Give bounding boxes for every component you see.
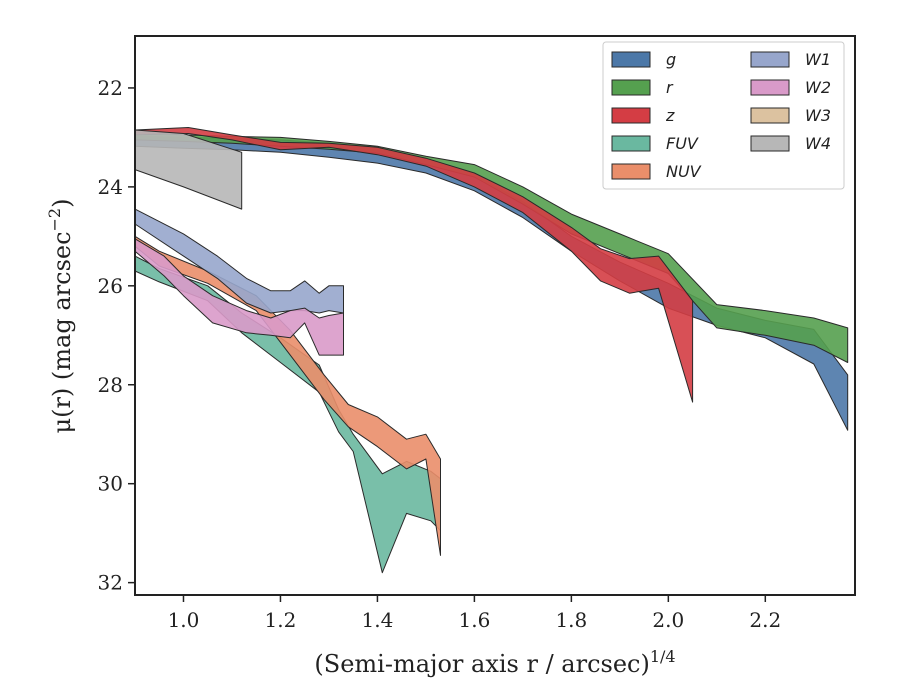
legend-label-fuv: FUV xyxy=(666,134,699,153)
legend-label-r: r xyxy=(666,78,674,97)
x-tick-label: 2.2 xyxy=(749,608,781,632)
x-tick-label: 2.0 xyxy=(652,608,684,632)
y-axis-label-suffix: ) xyxy=(48,199,76,208)
legend-swatch-w1 xyxy=(750,51,790,68)
legend-swatch-w2 xyxy=(750,79,790,96)
x-axis-label: (Semi-major axis r / arcsec)1/4 xyxy=(314,647,675,678)
y-axis-label: μ(r) (mag arcsec−2) xyxy=(45,199,76,434)
y-tick-label: 28 xyxy=(98,373,123,397)
band-z xyxy=(134,127,694,403)
legend-label-z: z xyxy=(665,106,675,125)
legend-label-w2: W2 xyxy=(805,78,831,97)
plot-frame xyxy=(134,35,856,596)
legend-label-g: g xyxy=(666,50,676,69)
y-axis-label-text: μ(r) (mag arcsec xyxy=(48,231,76,433)
x-tick-label: 1.6 xyxy=(458,608,490,632)
y-axis-label-exponent: −2 xyxy=(45,208,64,232)
y-tick-label: 30 xyxy=(98,472,123,496)
y-tick-label: 32 xyxy=(98,571,123,595)
legend-swatch-w4 xyxy=(750,135,790,152)
legend-box xyxy=(602,41,845,190)
x-tick-label: 1.0 xyxy=(168,608,200,632)
x-tick-label: 1.8 xyxy=(555,608,587,632)
x-axis-label-exponent: 1/4 xyxy=(650,647,676,666)
legend-swatch-g xyxy=(611,51,651,68)
y-axis: 22 24 26 28 30 32 xyxy=(98,76,135,595)
legend-label-w1: W1 xyxy=(805,50,831,69)
x-axis: 1.0 1.2 1.4 1.6 1.8 2.0 2.2 xyxy=(168,595,781,632)
legend-swatch-r xyxy=(611,79,651,96)
y-tick-label: 22 xyxy=(98,76,123,100)
legend-label-w3: W3 xyxy=(805,106,831,125)
legend-label-nuv: NUV xyxy=(666,162,702,181)
legend-label-w4: W4 xyxy=(805,134,831,153)
x-tick-label: 1.2 xyxy=(265,608,297,632)
y-tick-label: 26 xyxy=(98,274,123,298)
x-tick-label: 1.4 xyxy=(362,608,394,632)
y-tick-label: 24 xyxy=(98,175,123,199)
x-axis-label-text: (Semi-major axis r / arcsec) xyxy=(314,650,649,678)
bands-layer xyxy=(134,127,849,574)
legend: grz FUV NUV W1 W2 W3 W4 xyxy=(602,41,845,190)
legend-swatch-z xyxy=(611,107,651,124)
band-r xyxy=(134,132,849,363)
band-w2 xyxy=(134,238,344,356)
legend-swatch-w3 xyxy=(750,107,790,124)
legend-swatch-nuv xyxy=(611,163,651,180)
legend-swatch-fuv xyxy=(611,135,651,152)
